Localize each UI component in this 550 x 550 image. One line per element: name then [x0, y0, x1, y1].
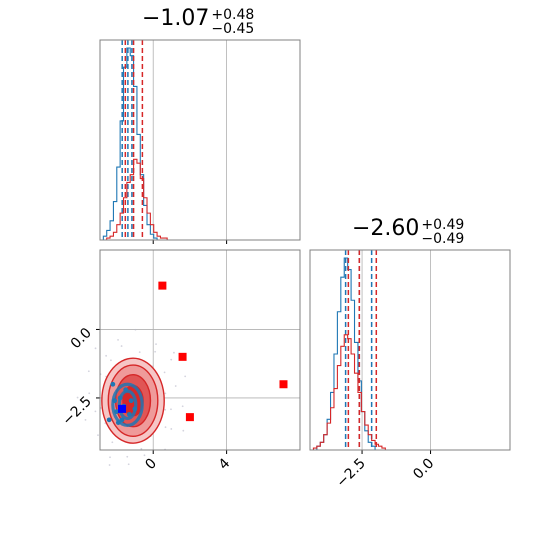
- red-square-marker: [178, 352, 187, 361]
- sample-point: [105, 354, 108, 357]
- sample-point: [97, 434, 99, 437]
- blue-sample-point: [128, 398, 134, 404]
- sample-point: [170, 408, 172, 411]
- sample-point: [110, 359, 112, 362]
- panel-frame: [309, 249, 511, 451]
- sample-point: [87, 370, 90, 373]
- sample-point: [184, 375, 187, 378]
- sample-point: [143, 454, 146, 457]
- sample-point: [173, 351, 175, 354]
- blue-sample-point: [119, 417, 125, 423]
- blue-sample-point: [117, 395, 123, 401]
- sample-point: [134, 328, 137, 331]
- title-param-1-minus: −0.45: [211, 21, 255, 37]
- blue-sample-point: [112, 398, 118, 404]
- blue-sample-point: [114, 409, 119, 415]
- sample-point: [151, 466, 153, 469]
- sample-point: [111, 441, 114, 444]
- scatter-panel: [76, 249, 301, 469]
- blue-sample-point: [115, 420, 121, 426]
- sample-point: [181, 405, 184, 408]
- sample-point: [109, 456, 111, 459]
- sample-point: [163, 371, 166, 374]
- title-param-2-plus: +0.49: [421, 217, 465, 233]
- panel-frame: [99, 39, 301, 241]
- sample-point: [94, 410, 97, 413]
- histogram-red: [310, 334, 389, 451]
- sample-point: [164, 426, 167, 429]
- sample-point: [84, 418, 87, 421]
- title-param-2: −2.60 +0.49 −0.49: [352, 216, 464, 247]
- sample-point: [88, 392, 91, 395]
- sample-point: [154, 350, 157, 353]
- sample-point: [170, 358, 173, 361]
- title-param-1: −1.07 +0.48 −0.45: [142, 6, 254, 37]
- sample-point: [108, 464, 111, 466]
- sample-point: [94, 347, 97, 350]
- sample-point: [117, 338, 119, 341]
- sample-point: [138, 351, 141, 354]
- histogram-red: [100, 158, 171, 241]
- sample-point: [127, 463, 130, 466]
- blue-sample-point: [110, 381, 116, 387]
- blue-sample-point: [132, 406, 138, 412]
- title-param-2-value: −2.60: [352, 216, 420, 241]
- blue-sample-point: [106, 417, 112, 423]
- blue-density-contour: [111, 382, 144, 427]
- blue-sample-point: [126, 411, 132, 417]
- red-square-marker: [185, 413, 194, 422]
- sample-point: [120, 345, 123, 347]
- sample-point: [126, 455, 129, 458]
- sample-point: [170, 428, 173, 430]
- title-param-1-value: −1.07: [142, 6, 210, 31]
- sample-point: [164, 408, 167, 411]
- panel-frame: [99, 249, 301, 451]
- title-param-1-errors: +0.48 −0.45: [211, 8, 254, 36]
- sample-point: [182, 429, 185, 432]
- histogram-blue: [100, 47, 161, 241]
- blue-sample-point: [123, 387, 129, 393]
- red-square-marker: [158, 281, 167, 290]
- title-param-2-errors: +0.49 −0.49: [421, 218, 464, 246]
- sample-point: [76, 396, 79, 399]
- histogram-panel-param-1: [99, 39, 301, 244]
- sample-point: [174, 385, 177, 387]
- sample-point: [164, 392, 167, 395]
- sample-point: [155, 343, 157, 346]
- title-param-2-minus: −0.49: [421, 231, 465, 247]
- title-param-1-plus: +0.48: [211, 7, 255, 23]
- histogram-panel-param-2: [309, 249, 511, 454]
- red-square-marker: [279, 380, 288, 389]
- blue-square-marker: [118, 404, 127, 413]
- sample-point: [140, 447, 143, 450]
